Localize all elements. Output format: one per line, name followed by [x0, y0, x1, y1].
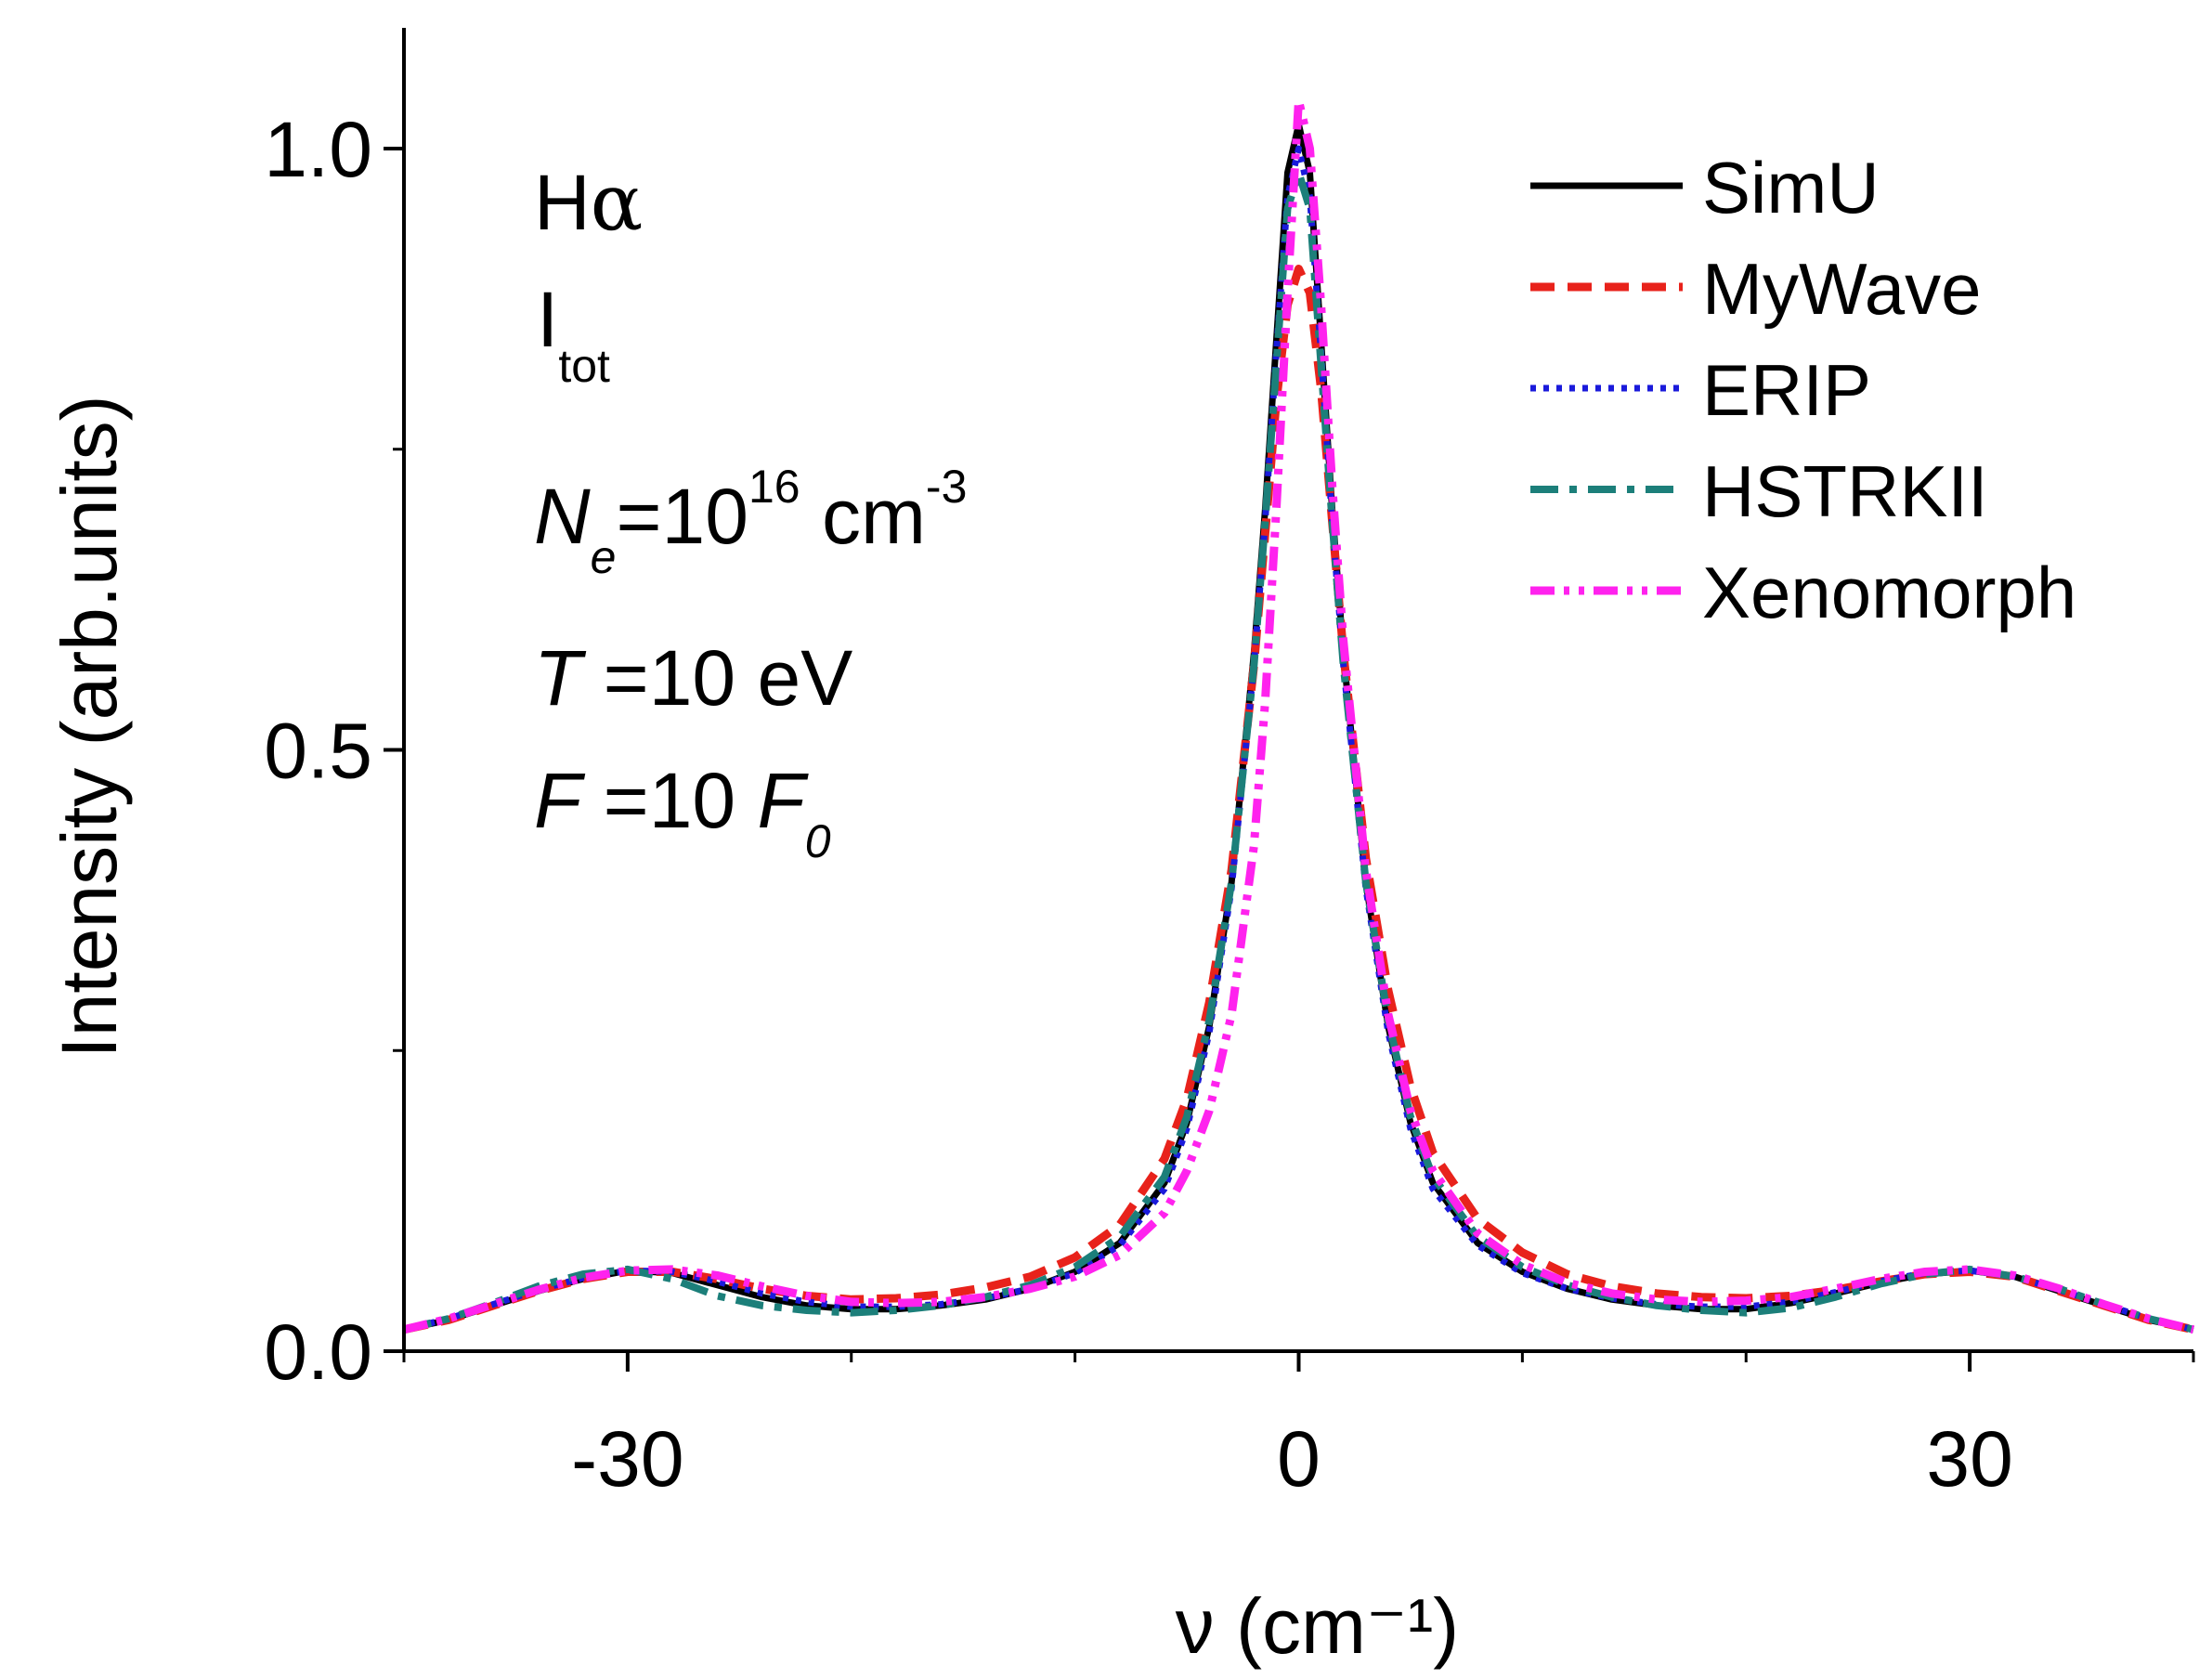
annotation-density: Ne=1016 cm-3 — [534, 463, 967, 580]
annotation-intensity-symbol: I — [537, 276, 559, 363]
axes-layer: 0.00.51.0-30 0 30ν (cm⁻¹)Intensity (arb.un… — [46, 28, 2195, 1670]
series-layer — [402, 96, 2195, 1334]
y-tick-label: 0.5 — [264, 708, 372, 795]
annotation-intensity-sub: tot — [558, 340, 610, 392]
annotation-density-exp: 16 — [748, 461, 800, 513]
annotation-line-greek: α — [590, 157, 644, 248]
annotation-field-ref-sub: 0 — [804, 815, 831, 867]
annotation-temp-symbol: T — [534, 634, 582, 722]
annotation-density-symbol: N — [534, 473, 591, 560]
annotation-line-letter: H — [534, 159, 591, 246]
legend-label-simu: SimU — [1702, 147, 1880, 228]
annotation-temperature: T =10 eV — [534, 639, 852, 717]
x-tick-label: 0 — [1277, 1415, 1321, 1503]
legend-label-xenomorph: Xenomorph — [1702, 552, 2076, 633]
y-tick-label: 0.0 — [264, 1308, 372, 1396]
annotation-density-unit: cm — [800, 473, 926, 560]
series-line-erip — [403, 145, 2194, 1334]
annotation-field-ref: F — [757, 757, 805, 844]
annotation-line-label: Hα — [534, 163, 643, 241]
legend: SimU MyWave ERIP HSTRKII Xenomorph — [1530, 147, 2076, 633]
annotation-field-symbol: F — [534, 757, 582, 844]
x-tick-label: 30 — [1926, 1415, 2012, 1503]
series-line-xenomorph — [402, 96, 2195, 1334]
x-axis-title: ν (cm⁻¹) — [1176, 1582, 1460, 1670]
series-line-hstrkii — [403, 168, 2194, 1334]
legend-label-erip: ERIP — [1702, 349, 1871, 431]
annotation-density-eq: =10 — [616, 473, 748, 560]
y-tick-label: 1.0 — [264, 106, 372, 193]
annotation-field-value: =10 — [581, 757, 758, 844]
legend-label-mywave: MyWave — [1702, 248, 1981, 330]
annotation-intensity-label: Itot — [537, 280, 610, 389]
annotation-temp-value: =10 eV — [581, 634, 853, 722]
annotation-field: F =10 F0 — [534, 761, 831, 865]
annotation-density-unit-exp: -3 — [925, 461, 968, 513]
y-axis-title: Intensity (arb.units) — [46, 395, 133, 1058]
annotation-density-sub: e — [590, 531, 617, 583]
legend-label-hstrkii: HSTRKII — [1702, 450, 1988, 532]
x-tick-label: -30 — [571, 1415, 683, 1503]
